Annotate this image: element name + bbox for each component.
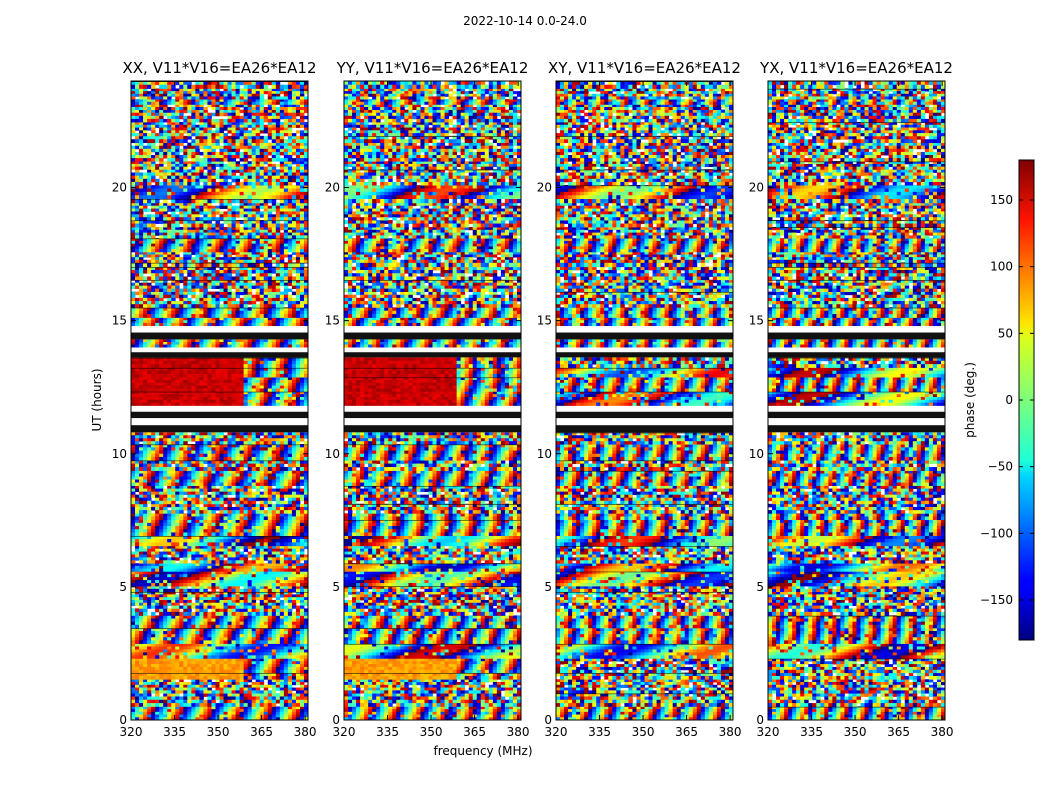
colorbar-gradient <box>1019 160 1034 640</box>
x-tick-label: 320 <box>757 725 780 739</box>
x-tick-label: 335 <box>163 725 186 739</box>
panel-title-xy: XY, V11*V16=EA26*EA12 <box>548 59 741 77</box>
x-tick-label: 365 <box>250 725 273 739</box>
y-tick-label: 15 <box>325 314 340 328</box>
x-tick-label: 350 <box>632 725 655 739</box>
y-tick-label: 10 <box>325 447 340 461</box>
y-tick-label: 5 <box>119 580 127 594</box>
colorbar-tick-label: 50 <box>998 326 1013 340</box>
x-tick-label: 350 <box>420 725 443 739</box>
x-tick-label: 335 <box>588 725 611 739</box>
y-tick-label: 20 <box>537 181 552 195</box>
y-tick-label: 0 <box>544 713 552 727</box>
x-tick-label: 320 <box>545 725 568 739</box>
panel-frame <box>130 80 309 721</box>
y-tick-label: 5 <box>756 580 764 594</box>
x-tick-label: 365 <box>463 725 486 739</box>
colorbar: −150 −100 −50 0 50 100 150 phase (deg.) <box>963 159 1035 641</box>
x-tick-label: 365 <box>675 725 698 739</box>
phase-heatmap-xy <box>556 81 733 720</box>
phase-heatmap-xx <box>131 81 308 720</box>
y-tick-label: 10 <box>537 447 552 461</box>
y-tick-label: 10 <box>749 447 764 461</box>
colorbar-tick-label: −150 <box>980 593 1013 607</box>
colorbar-tick-label: 150 <box>990 193 1013 207</box>
x-tick-label: 335 <box>800 725 823 739</box>
y-tick-label: 5 <box>544 580 552 594</box>
y-tick-label: 15 <box>749 314 764 328</box>
panel-yy: YY, V11*V16=EA26*EA12 320 335 350 365 380 0 5 10… <box>325 59 530 739</box>
y-tick-label: 0 <box>119 713 127 727</box>
x-tick-label: 350 <box>207 725 230 739</box>
y-tick-label: 20 <box>112 181 127 195</box>
y-tick-label: 15 <box>537 314 552 328</box>
x-tick-label: 380 <box>507 725 530 739</box>
x-axis-label: frequency (MHz) <box>433 744 532 758</box>
panel-frame <box>767 80 946 721</box>
x-tick-label: 380 <box>719 725 742 739</box>
panel-frame <box>555 80 734 721</box>
colorbar-tick-label: 0 <box>1005 393 1013 407</box>
x-tick-label: 365 <box>887 725 910 739</box>
panel-title-yx: YX, V11*V16=EA26*EA12 <box>759 59 953 77</box>
panel-xx: XX, V11*V16=EA26*EA12 320 335 350 365 380 0 5 10… <box>112 59 317 739</box>
x-tick-label: 320 <box>120 725 143 739</box>
x-tick-label: 320 <box>333 725 356 739</box>
colorbar-label: phase (deg.) <box>963 362 977 438</box>
x-tick-label: 380 <box>294 725 317 739</box>
y-tick-label: 5 <box>332 580 340 594</box>
y-tick-label: 20 <box>325 181 340 195</box>
phase-heatmap-yx <box>768 81 945 720</box>
x-tick-label: 335 <box>376 725 399 739</box>
panel-frame <box>343 80 522 721</box>
panel-yx: YX, V11*V16=EA26*EA12 320 335 350 365 380 0 5 10… <box>749 59 954 739</box>
y-tick-label: 10 <box>112 447 127 461</box>
panel-title-yy: YY, V11*V16=EA26*EA12 <box>336 59 529 77</box>
y-tick-label: 20 <box>749 181 764 195</box>
y-tick-label: 0 <box>332 713 340 727</box>
panel-xy: XY, V11*V16=EA26*EA12 320 335 350 365 380 0 5 10… <box>537 59 742 739</box>
y-tick-label: 15 <box>112 314 127 328</box>
colorbar-tick-label: −50 <box>988 460 1013 474</box>
colorbar-tick-label: 100 <box>990 260 1013 274</box>
y-axis-label: UT (hours) <box>90 368 104 431</box>
y-tick-label: 0 <box>756 713 764 727</box>
figure-suptitle: 2022-10-14 0.0-24.0 <box>0 14 1050 28</box>
x-tick-label: 380 <box>931 725 954 739</box>
phase-heatmap-yy <box>344 81 521 720</box>
x-tick-label: 350 <box>844 725 867 739</box>
panel-title-xx: XX, V11*V16=EA26*EA12 <box>122 59 316 77</box>
colorbar-tick-label: −100 <box>980 526 1013 540</box>
